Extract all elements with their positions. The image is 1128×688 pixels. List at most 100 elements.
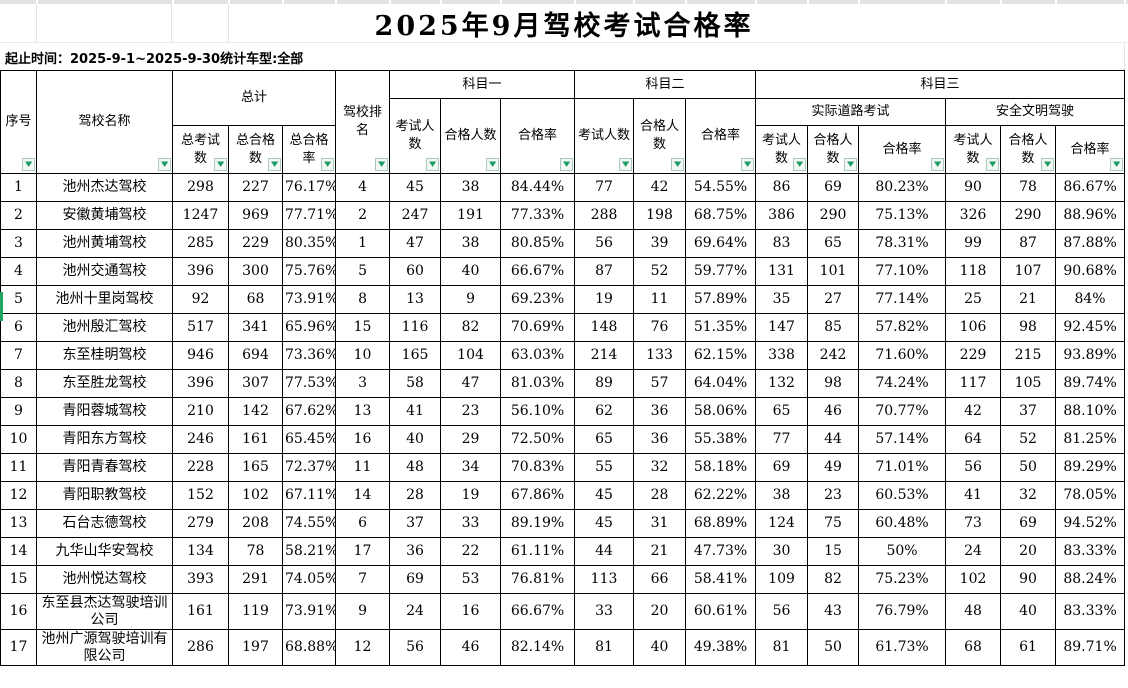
data-cell[interactable]: 6 xyxy=(0,313,37,342)
school-name-cell[interactable]: 青阳青春驾校 xyxy=(36,453,173,482)
data-cell[interactable]: 73.91% xyxy=(281,593,337,630)
header-subject3-group[interactable]: 科目三 xyxy=(755,70,1126,99)
data-cell[interactable]: 58.21% xyxy=(281,537,337,566)
header-road-pass-count[interactable]: 合格人数 ▼ xyxy=(807,125,860,174)
header-s2-exam-count[interactable]: 考试人数 ▼ xyxy=(574,98,635,174)
data-cell[interactable]: 8 xyxy=(335,285,391,314)
data-cell[interactable]: 65.96% xyxy=(281,313,337,342)
data-cell[interactable]: 76.17% xyxy=(281,173,337,202)
header-road-pass-rate[interactable]: 合格率 ▼ xyxy=(858,125,947,174)
data-cell[interactable]: 82 xyxy=(440,313,502,342)
data-cell[interactable]: 57.14% xyxy=(858,425,947,454)
data-cell[interactable]: 90 xyxy=(945,173,1002,202)
data-cell[interactable]: 73 xyxy=(945,509,1002,538)
data-cell[interactable]: 39 xyxy=(633,229,687,258)
data-cell[interactable]: 89.74% xyxy=(1055,369,1126,398)
data-cell[interactable]: 75 xyxy=(807,509,860,538)
data-cell[interactable]: 68.88% xyxy=(281,629,337,666)
data-cell[interactable]: 88.24% xyxy=(1055,565,1126,594)
data-cell[interactable]: 76.79% xyxy=(858,593,947,630)
filter-button[interactable]: ▼ xyxy=(741,158,755,171)
header-civil-pass-rate[interactable]: 合格率 ▼ xyxy=(1055,125,1126,174)
filter-button[interactable]: ▼ xyxy=(214,158,227,171)
data-cell[interactable]: 105 xyxy=(1000,369,1057,398)
data-cell[interactable]: 34 xyxy=(440,453,502,482)
data-cell[interactable]: 6 xyxy=(335,509,391,538)
school-name-cell[interactable]: 池州黄埔驾校 xyxy=(36,229,173,258)
header-s1-pass-rate[interactable]: 合格率 ▼ xyxy=(500,98,576,174)
data-cell[interactable]: 33 xyxy=(440,509,502,538)
data-cell[interactable]: 94.52% xyxy=(1055,509,1126,538)
filter-button[interactable]: ▼ xyxy=(1041,158,1055,171)
data-cell[interactable]: 82 xyxy=(807,565,860,594)
data-cell[interactable]: 9 xyxy=(440,285,502,314)
data-cell[interactable]: 13 xyxy=(335,397,391,426)
data-cell[interactable]: 300 xyxy=(228,257,283,286)
data-cell[interactable]: 76 xyxy=(633,313,687,342)
school-name-cell[interactable]: 九华山华安驾校 xyxy=(36,537,173,566)
data-cell[interactable]: 290 xyxy=(1000,201,1057,230)
data-cell[interactable]: 58.18% xyxy=(685,453,757,482)
data-cell[interactable]: 38 xyxy=(440,229,502,258)
filter-button[interactable]: ▼ xyxy=(844,158,858,171)
data-cell[interactable]: 49 xyxy=(807,453,860,482)
data-cell[interactable]: 62 xyxy=(574,397,635,426)
data-cell[interactable]: 38 xyxy=(440,173,502,202)
header-rank[interactable]: 驾校排名 ▼ xyxy=(335,70,391,174)
data-cell[interactable]: 90 xyxy=(1000,565,1057,594)
data-cell[interactable]: 15 xyxy=(0,565,37,594)
data-cell[interactable]: 57.89% xyxy=(685,285,757,314)
data-cell[interactable]: 58.41% xyxy=(685,565,757,594)
data-cell[interactable]: 132 xyxy=(755,369,809,398)
data-cell[interactable]: 71.01% xyxy=(858,453,947,482)
data-cell[interactable]: 1 xyxy=(0,173,37,202)
data-cell[interactable]: 396 xyxy=(172,257,229,286)
data-cell[interactable]: 17 xyxy=(0,629,37,666)
data-cell[interactable]: 45 xyxy=(574,481,635,510)
data-cell[interactable]: 20 xyxy=(1000,537,1057,566)
data-cell[interactable]: 57.82% xyxy=(858,313,947,342)
data-cell[interactable]: 44 xyxy=(807,425,860,454)
data-cell[interactable]: 198 xyxy=(633,201,687,230)
data-cell[interactable]: 38 xyxy=(755,481,809,510)
data-cell[interactable]: 81.25% xyxy=(1055,425,1126,454)
data-cell[interactable]: 152 xyxy=(172,481,229,510)
data-cell[interactable]: 37 xyxy=(389,509,442,538)
data-cell[interactable]: 68 xyxy=(228,285,283,314)
data-cell[interactable]: 227 xyxy=(228,173,283,202)
data-cell[interactable]: 98 xyxy=(1000,313,1057,342)
filter-button[interactable]: ▼ xyxy=(268,158,281,171)
data-cell[interactable]: 85 xyxy=(807,313,860,342)
data-cell[interactable]: 5 xyxy=(0,285,37,314)
data-cell[interactable]: 76.81% xyxy=(500,565,576,594)
data-cell[interactable]: 45 xyxy=(574,509,635,538)
data-cell[interactable]: 75.13% xyxy=(858,201,947,230)
data-cell[interactable]: 63.03% xyxy=(500,341,576,370)
data-cell[interactable]: 131 xyxy=(755,257,809,286)
data-cell[interactable]: 68.75% xyxy=(685,201,757,230)
data-cell[interactable]: 307 xyxy=(228,369,283,398)
data-cell[interactable]: 10 xyxy=(335,341,391,370)
data-cell[interactable]: 81 xyxy=(755,629,809,666)
data-cell[interactable]: 80.85% xyxy=(500,229,576,258)
header-total-group[interactable]: 总计 xyxy=(171,70,337,126)
data-cell[interactable]: 1247 xyxy=(172,201,229,230)
data-cell[interactable]: 55 xyxy=(574,453,635,482)
data-cell[interactable]: 90.68% xyxy=(1055,257,1126,286)
data-cell[interactable]: 228 xyxy=(172,453,229,482)
data-cell[interactable]: 66 xyxy=(633,565,687,594)
data-cell[interactable]: 65 xyxy=(574,425,635,454)
data-cell[interactable]: 59.77% xyxy=(685,257,757,286)
data-cell[interactable]: 19 xyxy=(574,285,635,314)
data-cell[interactable]: 119 xyxy=(228,593,283,630)
data-cell[interactable]: 28 xyxy=(633,481,687,510)
data-cell[interactable]: 40 xyxy=(633,629,687,666)
data-cell[interactable]: 290 xyxy=(807,201,860,230)
school-name-cell[interactable]: 东至胜龙驾校 xyxy=(36,369,173,398)
data-cell[interactable]: 19 xyxy=(440,481,502,510)
data-cell[interactable]: 133 xyxy=(633,341,687,370)
data-cell[interactable]: 4 xyxy=(0,257,37,286)
data-cell[interactable]: 23 xyxy=(440,397,502,426)
data-cell[interactable]: 56 xyxy=(755,593,809,630)
data-cell[interactable]: 71.60% xyxy=(858,341,947,370)
